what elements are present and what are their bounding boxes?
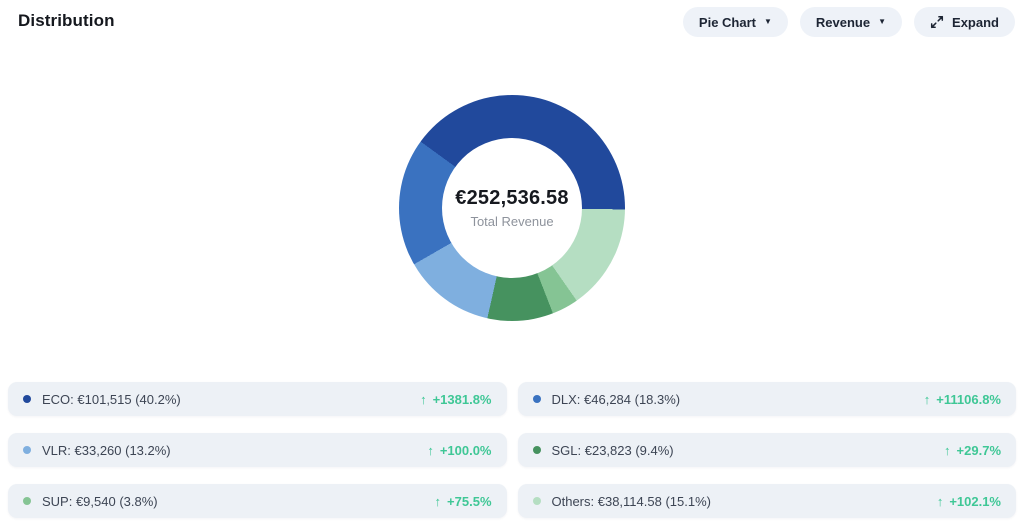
legend-label: VLR: €33,260 (13.2%): [42, 442, 171, 458]
donut-chart[interactable]: €252,536.58 Total Revenue: [399, 95, 625, 321]
chart-type-dropdown-label: Pie Chart: [698, 14, 756, 30]
legend-dot: [532, 497, 541, 505]
change-value: +100.0%: [439, 442, 492, 458]
up-arrow-icon: ↑: [427, 442, 434, 458]
expand-icon: [930, 15, 944, 29]
change-badge: ↑ +100.0%: [427, 443, 491, 458]
legend-label: DLX: €46,284 (18.3%): [551, 391, 681, 407]
page-title: Distribution: [18, 11, 115, 30]
card-header: Distribution Pie Chart ▼ Revenue ▼ Expan…: [0, 0, 1024, 44]
legend-label: SGL: €23,823 (9.4%): [551, 442, 674, 458]
up-arrow-icon: ↑: [434, 493, 442, 509]
legend-row[interactable]: SGL: €23,823 (9.4%) ↑ +29.7%: [517, 433, 1016, 467]
change-badge: ↑ +102.1%: [937, 494, 1001, 509]
change-value: +29.7%: [956, 442, 1001, 458]
up-arrow-icon: ↑: [936, 493, 944, 509]
expand-button-label: Expand: [952, 14, 999, 30]
up-arrow-icon: ↑: [944, 442, 951, 458]
change-value: +102.1%: [949, 493, 1001, 509]
expand-button[interactable]: Expand: [914, 7, 1015, 37]
change-badge: ↑ +29.7%: [944, 443, 1001, 458]
legend-dot: [23, 497, 31, 505]
change-value: +75.5%: [447, 493, 492, 509]
change-badge: ↑ +75.5%: [435, 494, 492, 509]
up-arrow-icon: ↑: [923, 391, 931, 407]
chevron-down-icon: ▼: [878, 17, 887, 26]
legend-dot: [532, 395, 541, 403]
total-revenue-value: €252,536.58: [455, 187, 569, 209]
header-controls: Pie Chart ▼ Revenue ▼ Expand: [682, 7, 1015, 37]
legend-row[interactable]: Others: €38,114.58 (15.1%) ↑ +102.1%: [517, 484, 1016, 518]
legend-dot: [23, 446, 31, 454]
legend-row[interactable]: SUP: €9,540 (3.8%) ↑ +75.5%: [8, 484, 507, 518]
donut-center: €252,536.58 Total Revenue: [442, 138, 582, 278]
up-arrow-icon: ↑: [420, 391, 427, 407]
metric-dropdown[interactable]: Revenue ▼: [799, 7, 903, 37]
metric-dropdown-label: Revenue: [815, 14, 871, 30]
chevron-down-icon: ▼: [763, 17, 772, 26]
total-revenue-label: Total Revenue: [470, 214, 554, 229]
legend-dot: [23, 395, 31, 403]
legend-label: ECO: €101,515 (40.2%): [42, 391, 181, 407]
legend-label: SUP: €9,540 (3.8%): [42, 493, 158, 509]
change-badge: ↑ +1381.8%: [420, 392, 491, 407]
legend-label: Others: €38,114.58 (15.1%): [551, 493, 711, 509]
chart-type-dropdown[interactable]: Pie Chart ▼: [682, 7, 788, 37]
legend-row[interactable]: VLR: €33,260 (13.2%) ↑ +100.0%: [8, 433, 507, 467]
legend-row[interactable]: DLX: €46,284 (18.3%) ↑ +11106.8%: [517, 382, 1016, 416]
change-badge: ↑ +11106.8%: [924, 392, 1001, 407]
legend-row[interactable]: ECO: €101,515 (40.2%) ↑ +1381.8%: [8, 382, 507, 416]
legend: ECO: €101,515 (40.2%) ↑ +1381.8% DLX: €4…: [8, 382, 1016, 518]
change-value: +1381.8%: [432, 391, 492, 407]
change-value: +11106.8%: [936, 391, 1001, 407]
legend-dot: [532, 446, 541, 454]
